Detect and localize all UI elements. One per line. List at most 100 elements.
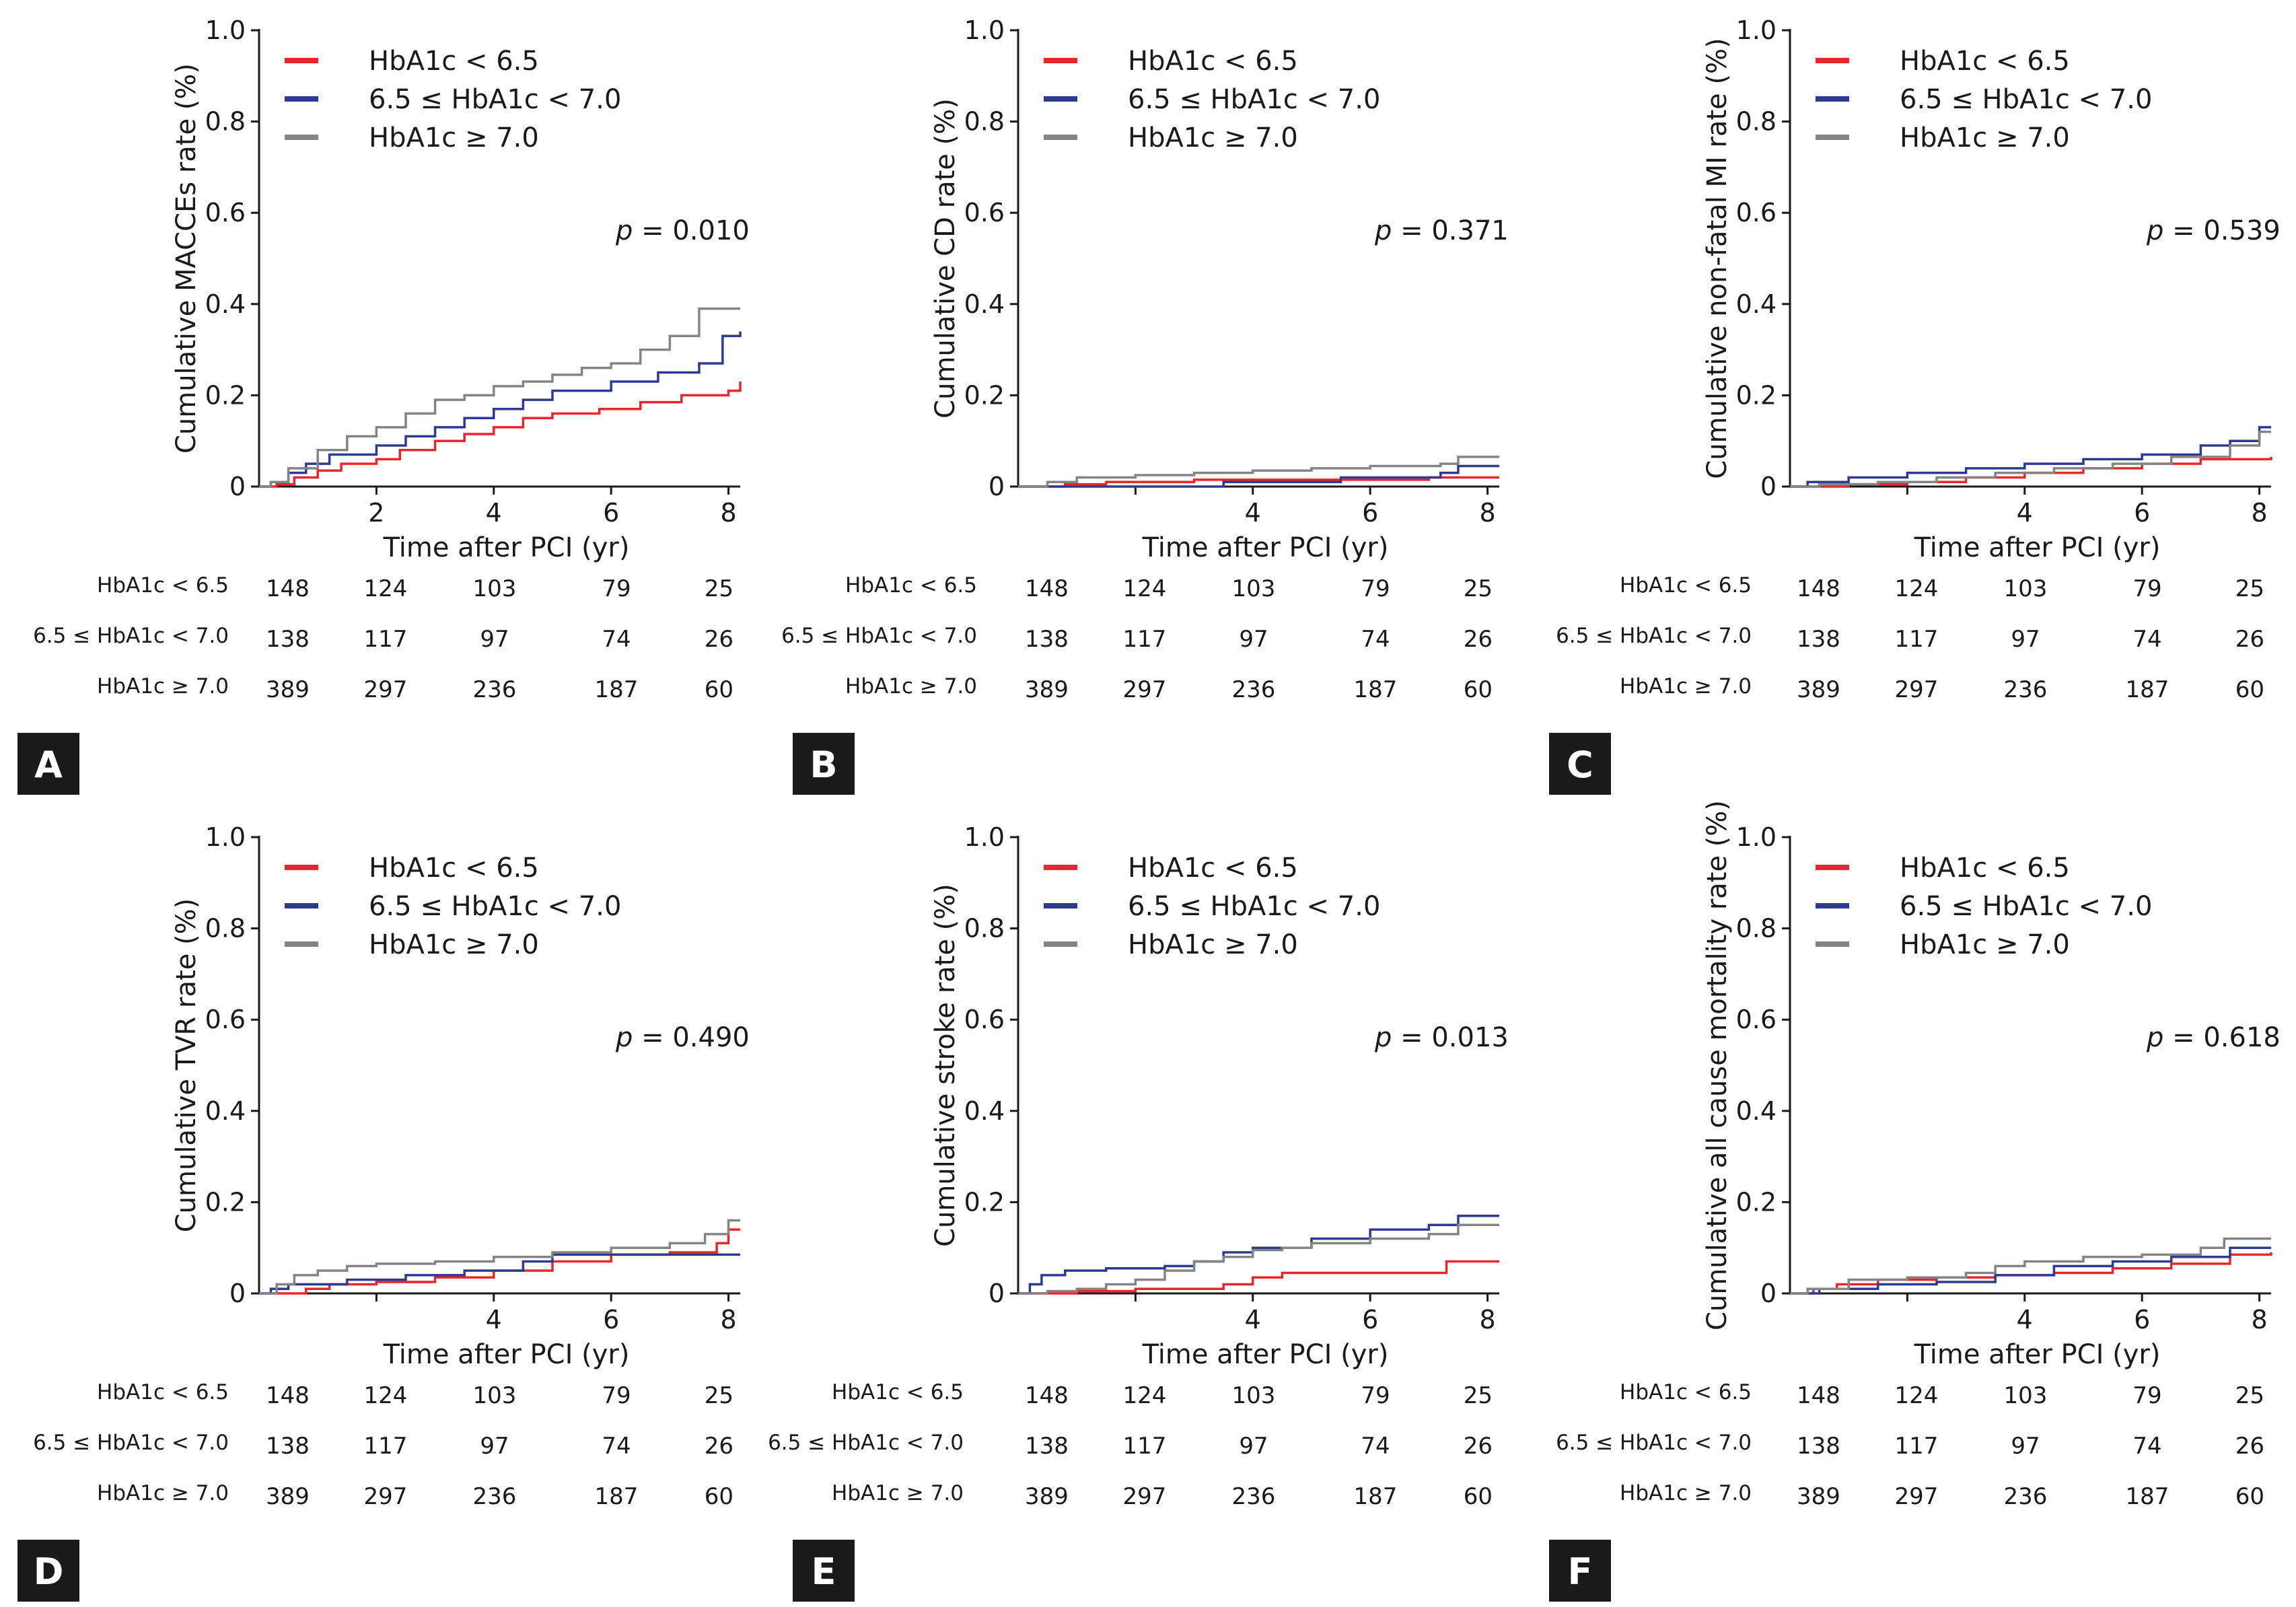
risk-count: 297 <box>1123 1483 1167 1510</box>
y-tick-label: 0.6 <box>964 198 1005 227</box>
risk-count: 79 <box>1361 575 1390 602</box>
series-line-high <box>1018 456 1499 488</box>
p-value: p = 0.539 <box>2146 215 2281 246</box>
risk-row-label: HbA1c ≥ 7.0 <box>97 1481 229 1505</box>
panel-b: 0 0.2 0.4 0.6 0.8 1.0 4 6 8 Cumulative CD rate (%… <box>781 15 1509 795</box>
x-tick-label: 4 <box>486 498 502 528</box>
legend-entry: 6.5 ≤ HbA1c < 7.0 <box>1128 84 1380 115</box>
risk-count: 60 <box>705 1483 733 1510</box>
risk-count: 236 <box>2004 1483 2048 1510</box>
risk-count: 148 <box>266 1382 310 1409</box>
risk-count: 74 <box>602 626 631 653</box>
risk-count: 60 <box>1464 676 1493 703</box>
legend-entry: HbA1c ≥ 7.0 <box>1128 122 1298 153</box>
risk-count: 124 <box>1123 575 1167 602</box>
legend-entry: 6.5 ≤ HbA1c < 7.0 <box>369 891 621 922</box>
risk-count: 148 <box>1797 1382 1840 1409</box>
x-tick-label: 6 <box>2134 498 2150 528</box>
panel-e: 0 0.2 0.4 0.6 0.8 1.0 4 6 8 Cumulative stroke rat… <box>768 822 1509 1602</box>
y-tick-label: 1.0 <box>964 15 1005 45</box>
risk-count: 117 <box>364 1433 408 1460</box>
y-tick-label: 1.0 <box>1736 822 1777 852</box>
risk-count: 297 <box>364 676 408 703</box>
risk-row-label: 6.5 ≤ HbA1c < 7.0 <box>768 1431 964 1455</box>
risk-count: 148 <box>266 575 310 602</box>
x-tick-label: 8 <box>2251 1305 2267 1334</box>
p-number: = 0.371 <box>1400 215 1509 246</box>
x-tick-label: 6 <box>2134 1305 2150 1334</box>
risk-count: 97 <box>2011 626 2040 653</box>
p-number: = 0.013 <box>1400 1022 1509 1053</box>
risk-count: 60 <box>705 676 733 703</box>
risk-row-label: 6.5 ≤ HbA1c < 7.0 <box>33 1431 229 1455</box>
y-tick-label: 1.0 <box>205 15 246 45</box>
p-value: p = 0.013 <box>1374 1022 1509 1053</box>
risk-count: 79 <box>1361 1382 1390 1409</box>
y-axis-title: Cumulative MACCEs rate (%) <box>171 63 202 454</box>
series-line-high <box>259 307 740 488</box>
risk-count: 97 <box>1239 626 1268 653</box>
risk-count: 389 <box>1797 1483 1840 1510</box>
risk-count: 389 <box>1025 676 1069 703</box>
legend-entry: HbA1c < 6.5 <box>1900 46 2070 77</box>
risk-count: 187 <box>1354 676 1398 703</box>
risk-row-label: HbA1c ≥ 7.0 <box>845 674 977 699</box>
risk-count: 148 <box>1025 575 1069 602</box>
risk-count: 297 <box>364 1483 408 1510</box>
y-axis-title: Cumulative stroke rate (%) <box>930 884 961 1247</box>
series-line-high <box>1790 430 2271 488</box>
y-tick-label: 1.0 <box>964 822 1005 852</box>
risk-count: 236 <box>2004 676 2048 703</box>
risk-count: 25 <box>1464 575 1493 602</box>
risk-count: 26 <box>2235 626 2264 653</box>
panel-badge <box>17 733 79 795</box>
legend-entry: 6.5 ≤ HbA1c < 7.0 <box>369 84 621 115</box>
risk-count: 236 <box>473 1483 517 1510</box>
risk-count: 124 <box>364 575 408 602</box>
y-tick-label: 0.6 <box>1736 198 1777 227</box>
y-tick-label: 0.6 <box>1736 1005 1777 1034</box>
series-line-mid <box>1790 426 2271 488</box>
risk-count: 187 <box>2126 676 2169 703</box>
x-tick-label: 4 <box>1245 498 1261 528</box>
panel-letter: F <box>1568 1550 1593 1593</box>
y-tick-label: 0 <box>989 472 1005 501</box>
risk-count: 103 <box>2004 1382 2048 1409</box>
risk-count: 236 <box>1232 676 1276 703</box>
risk-count: 389 <box>266 676 310 703</box>
risk-count: 25 <box>2235 1382 2264 1409</box>
risk-count: 60 <box>1464 1483 1493 1510</box>
risk-count: 124 <box>1895 575 1939 602</box>
p-value: p = 0.010 <box>615 215 750 246</box>
risk-count: 138 <box>1025 1433 1069 1460</box>
y-axis-title: Cumulative CD rate (%) <box>930 98 961 419</box>
y-tick-label: 0.8 <box>1736 107 1777 137</box>
legend-entry: HbA1c < 6.5 <box>369 46 539 77</box>
risk-count: 103 <box>2004 575 2048 602</box>
series-line-mid <box>1790 1246 2271 1295</box>
risk-count: 117 <box>1895 626 1939 653</box>
risk-count: 117 <box>1123 1433 1167 1460</box>
risk-count: 25 <box>705 1382 733 1409</box>
risk-row-label: HbA1c < 6.5 <box>97 1380 229 1404</box>
y-tick-label: 0.8 <box>1736 914 1777 943</box>
x-axis-title: Time after PCI (yr) <box>1914 532 2161 563</box>
y-tick-label: 0 <box>229 1279 246 1308</box>
series-line-high <box>259 1219 740 1295</box>
x-tick-label: 8 <box>720 498 736 528</box>
panel-letter: B <box>810 744 837 786</box>
risk-count: 138 <box>266 626 310 653</box>
risk-count: 148 <box>1797 575 1840 602</box>
risk-count: 26 <box>705 626 733 653</box>
y-tick-label: 0 <box>229 472 246 501</box>
series-line-mid <box>259 1253 740 1295</box>
risk-count: 60 <box>2235 1483 2264 1510</box>
panel-a: 0 0.2 0.4 0.6 0.8 1.0 2 4 6 8 Cumulative MACCEs ra… <box>17 15 750 795</box>
x-tick-label: 4 <box>486 1305 502 1334</box>
risk-count: 236 <box>473 676 517 703</box>
risk-row-label: 6.5 ≤ HbA1c < 7.0 <box>781 624 977 648</box>
risk-count: 79 <box>602 1382 631 1409</box>
risk-count: 297 <box>1895 1483 1939 1510</box>
y-tick-label: 0.4 <box>964 289 1005 319</box>
legend-entry: 6.5 ≤ HbA1c < 7.0 <box>1128 891 1380 922</box>
